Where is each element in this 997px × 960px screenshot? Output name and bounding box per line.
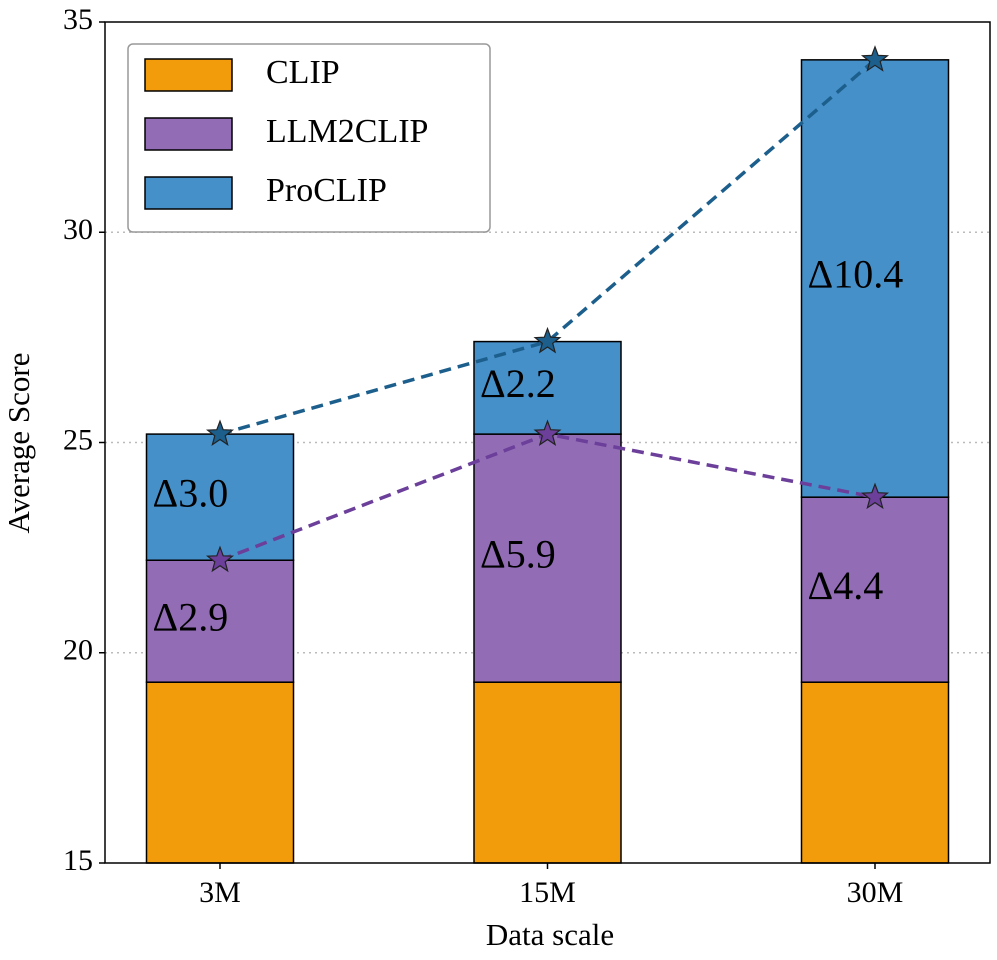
y-tick-label: 20 — [63, 634, 93, 667]
y-tick-label: 15 — [63, 844, 93, 877]
y-axis-title: Average Score — [1, 352, 36, 533]
x-tick-label: 3M — [199, 876, 241, 909]
legend-swatch — [144, 117, 233, 151]
star-marker — [533, 419, 562, 446]
bar-segment — [800, 681, 950, 864]
data-label: Δ10.4 — [808, 252, 904, 297]
star-marker — [205, 545, 235, 573]
axes-frame — [104, 21, 991, 864]
legend-label: CLIP — [266, 54, 340, 91]
bar-segment — [800, 496, 950, 683]
bar-segment — [145, 433, 295, 561]
data-label: Δ2.9 — [153, 594, 229, 639]
trend-line — [219, 58, 877, 436]
y-tick-label: 30 — [63, 213, 93, 246]
star-marker — [533, 326, 562, 354]
legend-label: ProCLIP — [266, 172, 387, 209]
star-marker — [860, 45, 890, 72]
data-label: Δ4.4 — [808, 563, 884, 608]
x-tick-label: 15M — [519, 876, 576, 909]
star-marker — [860, 482, 890, 510]
data-label: Δ2.2 — [480, 361, 556, 406]
bar-segment — [145, 559, 295, 683]
x-tick-label: 30M — [847, 876, 904, 909]
legend-swatch — [144, 176, 233, 210]
legend-label: LLM2CLIP — [266, 113, 428, 150]
x-axis-title: Data scale — [486, 917, 614, 952]
data-label: Δ5.9 — [480, 531, 556, 576]
bar-segment — [800, 59, 950, 498]
y-tick-label: 35 — [63, 3, 93, 36]
legend-swatch — [144, 58, 233, 92]
data-label: Δ3.0 — [153, 470, 229, 515]
bar-segment — [473, 681, 622, 864]
y-tick-label: 25 — [63, 423, 93, 456]
bar-segment — [473, 433, 622, 683]
bar-segment — [145, 681, 295, 864]
star-marker — [205, 419, 235, 446]
